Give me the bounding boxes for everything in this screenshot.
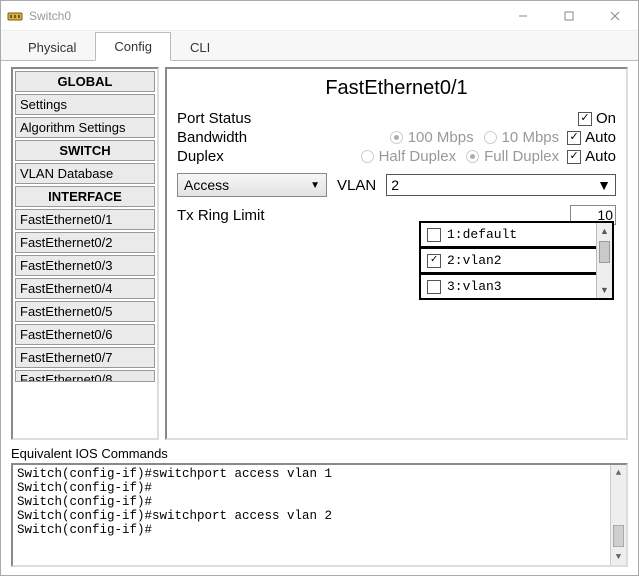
bandwidth-auto-label: Auto	[585, 129, 616, 146]
port-status-on-label: On	[596, 110, 616, 127]
config-panel: FastEthernet0/1 Port Status ✓ On Bandwid…	[165, 67, 628, 440]
chevron-down-icon: ▼	[597, 177, 611, 193]
duplex-auto-checkbox[interactable]: ✓	[567, 150, 581, 164]
sidebar-item-algorithm-settings[interactable]: Algorithm Settings	[15, 117, 155, 138]
scroll-thumb[interactable]	[613, 525, 624, 547]
mode-dropdown[interactable]: Access ▼	[177, 173, 327, 197]
ios-label: Equivalent IOS Commands	[11, 446, 628, 461]
vlan-list-scrollbar[interactable]: ▲ ▼	[596, 223, 612, 298]
duplex-full-radio	[466, 150, 479, 163]
scroll-thumb[interactable]	[599, 241, 610, 263]
upper-area: GLOBAL Settings Algorithm Settings SWITC…	[11, 67, 628, 440]
ios-scrollbar[interactable]: ▲ ▼	[610, 465, 626, 565]
sidebar-item-fe0-1[interactable]: FastEthernet0/1	[15, 209, 155, 230]
panel-title: FastEthernet0/1	[177, 73, 616, 108]
sidebar-item-vlan-database[interactable]: VLAN Database	[15, 163, 155, 184]
row-port-status: Port Status ✓ On	[177, 110, 616, 127]
bandwidth-100-label: 100 Mbps	[408, 129, 474, 146]
duplex-half-radio	[361, 150, 374, 163]
row-bandwidth: Bandwidth 100 Mbps 10 Mbps ✓ Auto	[177, 129, 616, 146]
vlan-item-label: 2:vlan2	[447, 253, 502, 268]
ios-line: Switch(config-if)#	[17, 495, 622, 509]
vlan-item-label: 3:vlan3	[447, 279, 502, 294]
bandwidth-auto-checkbox[interactable]: ✓	[567, 131, 581, 145]
app-icon	[7, 8, 23, 24]
titlebar: Switch0	[1, 1, 638, 31]
bandwidth-10-label: 10 Mbps	[502, 129, 560, 146]
maximize-button[interactable]	[546, 1, 592, 31]
tab-physical[interactable]: Physical	[9, 33, 95, 61]
port-status-label: Port Status	[177, 110, 287, 127]
window-title: Switch0	[29, 9, 500, 23]
scroll-down-icon[interactable]: ▼	[597, 282, 612, 298]
vlan-select[interactable]: 2 ▼	[386, 174, 616, 196]
tab-row: Physical Config CLI	[1, 31, 638, 61]
sidebar-item-fe0-5[interactable]: FastEthernet0/5	[15, 301, 155, 322]
sidebar-item-fe0-7[interactable]: FastEthernet0/7	[15, 347, 155, 368]
bandwidth-label: Bandwidth	[177, 129, 287, 146]
scroll-up-icon[interactable]: ▲	[611, 465, 626, 481]
sidebar-item-fe0-4[interactable]: FastEthernet0/4	[15, 278, 155, 299]
vlan-item-checkbox[interactable]	[427, 280, 441, 294]
row-duplex: Duplex Half Duplex Full Duplex ✓ Auto	[177, 148, 616, 165]
vlan-item-checkbox[interactable]: ✓	[427, 254, 441, 268]
row-mode-vlan: Access ▼ VLAN 2 ▼	[177, 173, 616, 197]
sidebar-item-settings[interactable]: Settings	[15, 94, 155, 115]
sidebar-header-switch: SWITCH	[15, 140, 155, 161]
vlan-select-value: 2	[391, 177, 399, 193]
app-window: Switch0 Physical Config CLI GLOBAL Setti…	[0, 0, 639, 576]
mode-dropdown-value: Access	[184, 177, 229, 193]
duplex-half-label: Half Duplex	[379, 148, 457, 165]
sidebar-header-global: GLOBAL	[15, 71, 155, 92]
vlan-list-item[interactable]: 1:default	[421, 223, 596, 249]
vlan-list-item[interactable]: 3:vlan3	[421, 275, 596, 298]
minimize-button[interactable]	[500, 1, 546, 31]
vlan-item-label: 1:default	[447, 227, 517, 242]
ios-line: Switch(config-if)#switchport access vlan…	[17, 467, 622, 481]
close-button[interactable]	[592, 1, 638, 31]
tab-cli[interactable]: CLI	[171, 33, 229, 61]
duplex-full-label: Full Duplex	[484, 148, 559, 165]
ios-line: Switch(config-if)#	[17, 523, 622, 537]
vlan-list-popup: 1:default ✓ 2:vlan2 3:vlan3 ▲	[419, 221, 614, 300]
ios-section: Equivalent IOS Commands Switch(config-if…	[11, 446, 628, 567]
sidebar-item-fe0-6[interactable]: FastEthernet0/6	[15, 324, 155, 345]
sidebar[interactable]: GLOBAL Settings Algorithm Settings SWITC…	[11, 67, 159, 440]
bandwidth-100-radio	[390, 131, 403, 144]
sidebar-header-interface: INTERFACE	[15, 186, 155, 207]
window-buttons	[500, 1, 638, 31]
port-status-checkbox[interactable]: ✓	[578, 112, 592, 126]
sidebar-item-fe0-2[interactable]: FastEthernet0/2	[15, 232, 155, 253]
scroll-up-icon[interactable]: ▲	[597, 223, 612, 239]
vlan-label: VLAN	[337, 177, 376, 194]
bandwidth-10-radio	[484, 131, 497, 144]
ios-line: Switch(config-if)#	[17, 481, 622, 495]
chevron-down-icon: ▼	[310, 180, 320, 191]
ios-output[interactable]: Switch(config-if)#switchport access vlan…	[11, 463, 628, 567]
ios-line: Switch(config-if)#switchport access vlan…	[17, 509, 622, 523]
sidebar-item-fe0-3[interactable]: FastEthernet0/3	[15, 255, 155, 276]
sidebar-item-fe0-8[interactable]: FastEthernet0/8	[15, 370, 155, 382]
duplex-auto-label: Auto	[585, 148, 616, 165]
duplex-label: Duplex	[177, 148, 287, 165]
tab-config[interactable]: Config	[95, 32, 171, 61]
vlan-item-checkbox[interactable]	[427, 228, 441, 242]
scroll-down-icon[interactable]: ▼	[611, 549, 626, 565]
body: GLOBAL Settings Algorithm Settings SWITC…	[1, 61, 638, 575]
vlan-list-item[interactable]: ✓ 2:vlan2	[421, 249, 596, 275]
